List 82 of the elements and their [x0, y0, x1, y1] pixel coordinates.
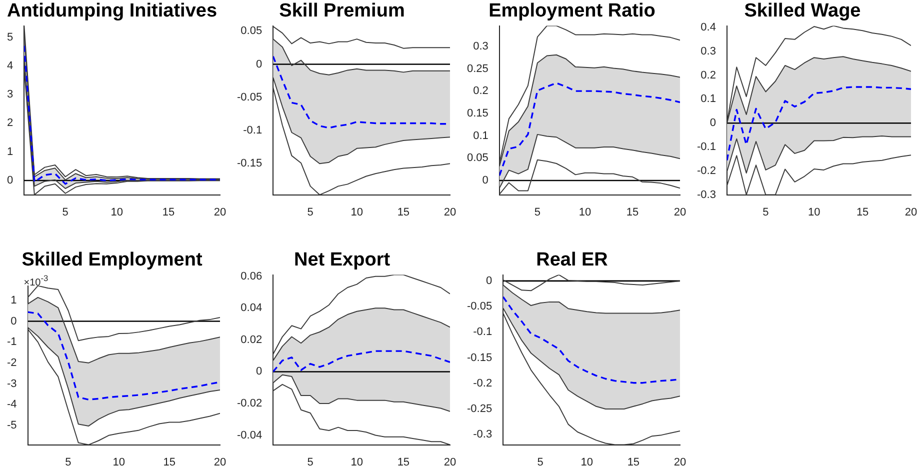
- y-tick-label: 0.3: [473, 40, 488, 52]
- y-tick-label: 0.15: [466, 107, 488, 120]
- x-tick-label: 15: [626, 206, 639, 218]
- x-tick-label: 10: [580, 456, 594, 468]
- y-tick-label: -0.05: [466, 300, 492, 313]
- x-tick-label: 20: [444, 206, 456, 218]
- y-tick-label: -1: [7, 336, 17, 348]
- x-tick-label: 10: [350, 456, 364, 468]
- x-tick-label: 10: [112, 456, 125, 468]
- chart-title: Net Export: [294, 250, 391, 271]
- x-tick-label: 10: [110, 206, 124, 218]
- y-tick-label: 5: [6, 31, 14, 44]
- y-tick-label: 1: [6, 146, 14, 158]
- chart-title: Antidumping Initiatives: [6, 0, 218, 22]
- y-tick-label: -0.1: [243, 124, 262, 137]
- x-tick-label: 20: [904, 206, 918, 218]
- x-tick-label: 20: [214, 456, 226, 468]
- x-tick-label: 20: [444, 456, 456, 468]
- y-tick-label: 0.2: [473, 85, 488, 98]
- y-tick-label: -0.2: [473, 377, 492, 390]
- x-tick-label: 10: [578, 206, 592, 218]
- x-tick-label: 20: [674, 456, 686, 468]
- x-tick-label: 10: [808, 206, 820, 218]
- y-tick-label: 0: [256, 366, 262, 378]
- y-tick-label: 0: [710, 117, 716, 130]
- y-tick-label: -2: [7, 356, 17, 369]
- y-tick-label: 1: [10, 294, 17, 306]
- y-tick-label: -0.1: [696, 141, 716, 154]
- x-tick-label: 15: [856, 206, 869, 218]
- y-tick-label: -0.05: [236, 91, 262, 104]
- x-tick-label: 10: [350, 206, 364, 218]
- chart-title: Skilled Employment: [22, 250, 203, 271]
- y-tick-label: -0.02: [236, 398, 262, 410]
- x-tick-label: 5: [537, 456, 544, 468]
- chart-title: Real ER: [536, 250, 608, 271]
- y-tick-label: -3: [7, 378, 17, 390]
- x-tick-label: 5: [307, 206, 314, 218]
- y-tick-label: 0: [6, 174, 14, 187]
- y-tick-label: -0.3: [696, 188, 716, 201]
- y-tick-label: 0.02: [240, 334, 262, 346]
- x-tick-label: 15: [397, 206, 410, 218]
- y-tick-label: -5: [7, 419, 17, 432]
- y-tick-label: 0.1: [473, 130, 488, 142]
- y-tick-label: -0.25: [466, 402, 492, 415]
- chart-title: Employment Ratio: [488, 0, 656, 22]
- y-tick-label: -0.3: [473, 428, 492, 441]
- y-tick-label: 0: [482, 174, 488, 187]
- y-tick-label: -4: [7, 398, 17, 411]
- chart-title: Skilled Wage: [744, 0, 861, 22]
- y-tick-label: 4: [6, 60, 14, 72]
- x-tick-label: 20: [674, 206, 686, 218]
- x-tick-label: 5: [62, 206, 68, 218]
- x-tick-label: 5: [762, 206, 769, 218]
- y-tick-label: 3: [6, 88, 14, 101]
- y-tick-label: -0.1: [473, 326, 492, 338]
- x-tick-label: 15: [163, 456, 176, 468]
- y-tick-label: 0.05: [240, 25, 262, 38]
- annotation: ×10$^{-3}$: [24, 272, 48, 290]
- x-tick-label: 15: [397, 456, 410, 468]
- y-tick-label: -0.15: [236, 158, 262, 170]
- y-tick-label: -0.2: [696, 164, 716, 177]
- y-tick-label: -0.04: [236, 429, 262, 442]
- y-tick-label: 0.06: [240, 270, 262, 282]
- x-tick-label: 5: [307, 456, 314, 468]
- y-tick-label: 2: [6, 117, 14, 130]
- y-tick-label: 0.04: [240, 302, 262, 314]
- y-tick-label: 0: [486, 274, 492, 287]
- y-tick-label: 0.25: [466, 62, 488, 75]
- y-tick-label: -0.15: [466, 352, 492, 364]
- x-tick-label: 15: [162, 206, 175, 218]
- y-tick-label: 0: [256, 58, 262, 70]
- y-tick-label: 0.05: [466, 152, 488, 164]
- x-tick-label: 15: [627, 456, 640, 468]
- x-tick-label: 5: [534, 206, 540, 218]
- y-tick-label: 0.1: [700, 93, 716, 106]
- y-tick-label: 0.4: [700, 22, 716, 34]
- y-tick-label: 0.3: [700, 45, 716, 58]
- y-tick-label: 0.2: [700, 69, 716, 82]
- x-tick-label: 20: [214, 206, 226, 218]
- x-tick-label: 5: [65, 456, 72, 468]
- chart-title: Skill Premium: [279, 0, 405, 22]
- y-tick-label: 0: [10, 315, 17, 328]
